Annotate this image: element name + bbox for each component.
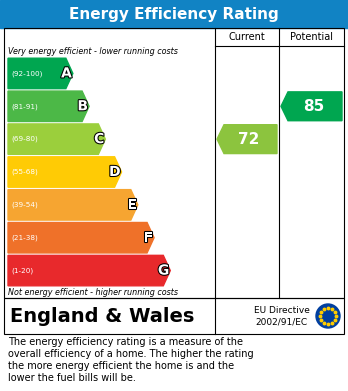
Text: 85: 85 <box>303 99 324 114</box>
Text: The energy efficiency rating is a measure of the: The energy efficiency rating is a measur… <box>8 337 243 347</box>
Text: B: B <box>78 99 88 113</box>
Bar <box>4 298 344 334</box>
Polygon shape <box>8 58 73 89</box>
Text: overall efficiency of a home. The higher the rating: overall efficiency of a home. The higher… <box>8 349 254 359</box>
Text: (69-80): (69-80) <box>11 136 38 142</box>
Polygon shape <box>281 92 342 121</box>
Text: Energy Efficiency Rating: Energy Efficiency Rating <box>69 7 279 22</box>
Text: E: E <box>127 198 137 212</box>
Polygon shape <box>8 255 170 286</box>
Text: England & Wales: England & Wales <box>10 307 195 325</box>
Text: 72: 72 <box>238 132 260 147</box>
Text: A: A <box>61 66 72 81</box>
Text: (81-91): (81-91) <box>11 103 38 109</box>
Polygon shape <box>8 190 138 220</box>
Text: (1-20): (1-20) <box>11 267 33 274</box>
Text: C: C <box>94 132 104 146</box>
Text: Not energy efficient - higher running costs: Not energy efficient - higher running co… <box>8 288 178 297</box>
Polygon shape <box>8 124 105 154</box>
Polygon shape <box>8 91 89 122</box>
Polygon shape <box>8 157 121 187</box>
Text: (21-38): (21-38) <box>11 235 38 241</box>
Bar <box>0 0 348 28</box>
Text: F: F <box>144 231 153 245</box>
Text: Potential: Potential <box>290 32 333 42</box>
Text: the more energy efficient the home is and the: the more energy efficient the home is an… <box>8 361 234 371</box>
Text: (55-68): (55-68) <box>11 169 38 175</box>
Polygon shape <box>217 125 277 154</box>
Polygon shape <box>8 222 154 253</box>
Circle shape <box>316 304 340 328</box>
Text: (92-100): (92-100) <box>11 70 42 77</box>
Text: G: G <box>158 264 169 278</box>
Text: D: D <box>109 165 120 179</box>
Text: (39-54): (39-54) <box>11 202 38 208</box>
Text: Very energy efficient - lower running costs: Very energy efficient - lower running co… <box>8 47 178 56</box>
Text: lower the fuel bills will be.: lower the fuel bills will be. <box>8 373 136 383</box>
Text: EU Directive
2002/91/EC: EU Directive 2002/91/EC <box>254 306 310 326</box>
Bar <box>4 28 344 298</box>
Text: Current: Current <box>229 32 266 42</box>
